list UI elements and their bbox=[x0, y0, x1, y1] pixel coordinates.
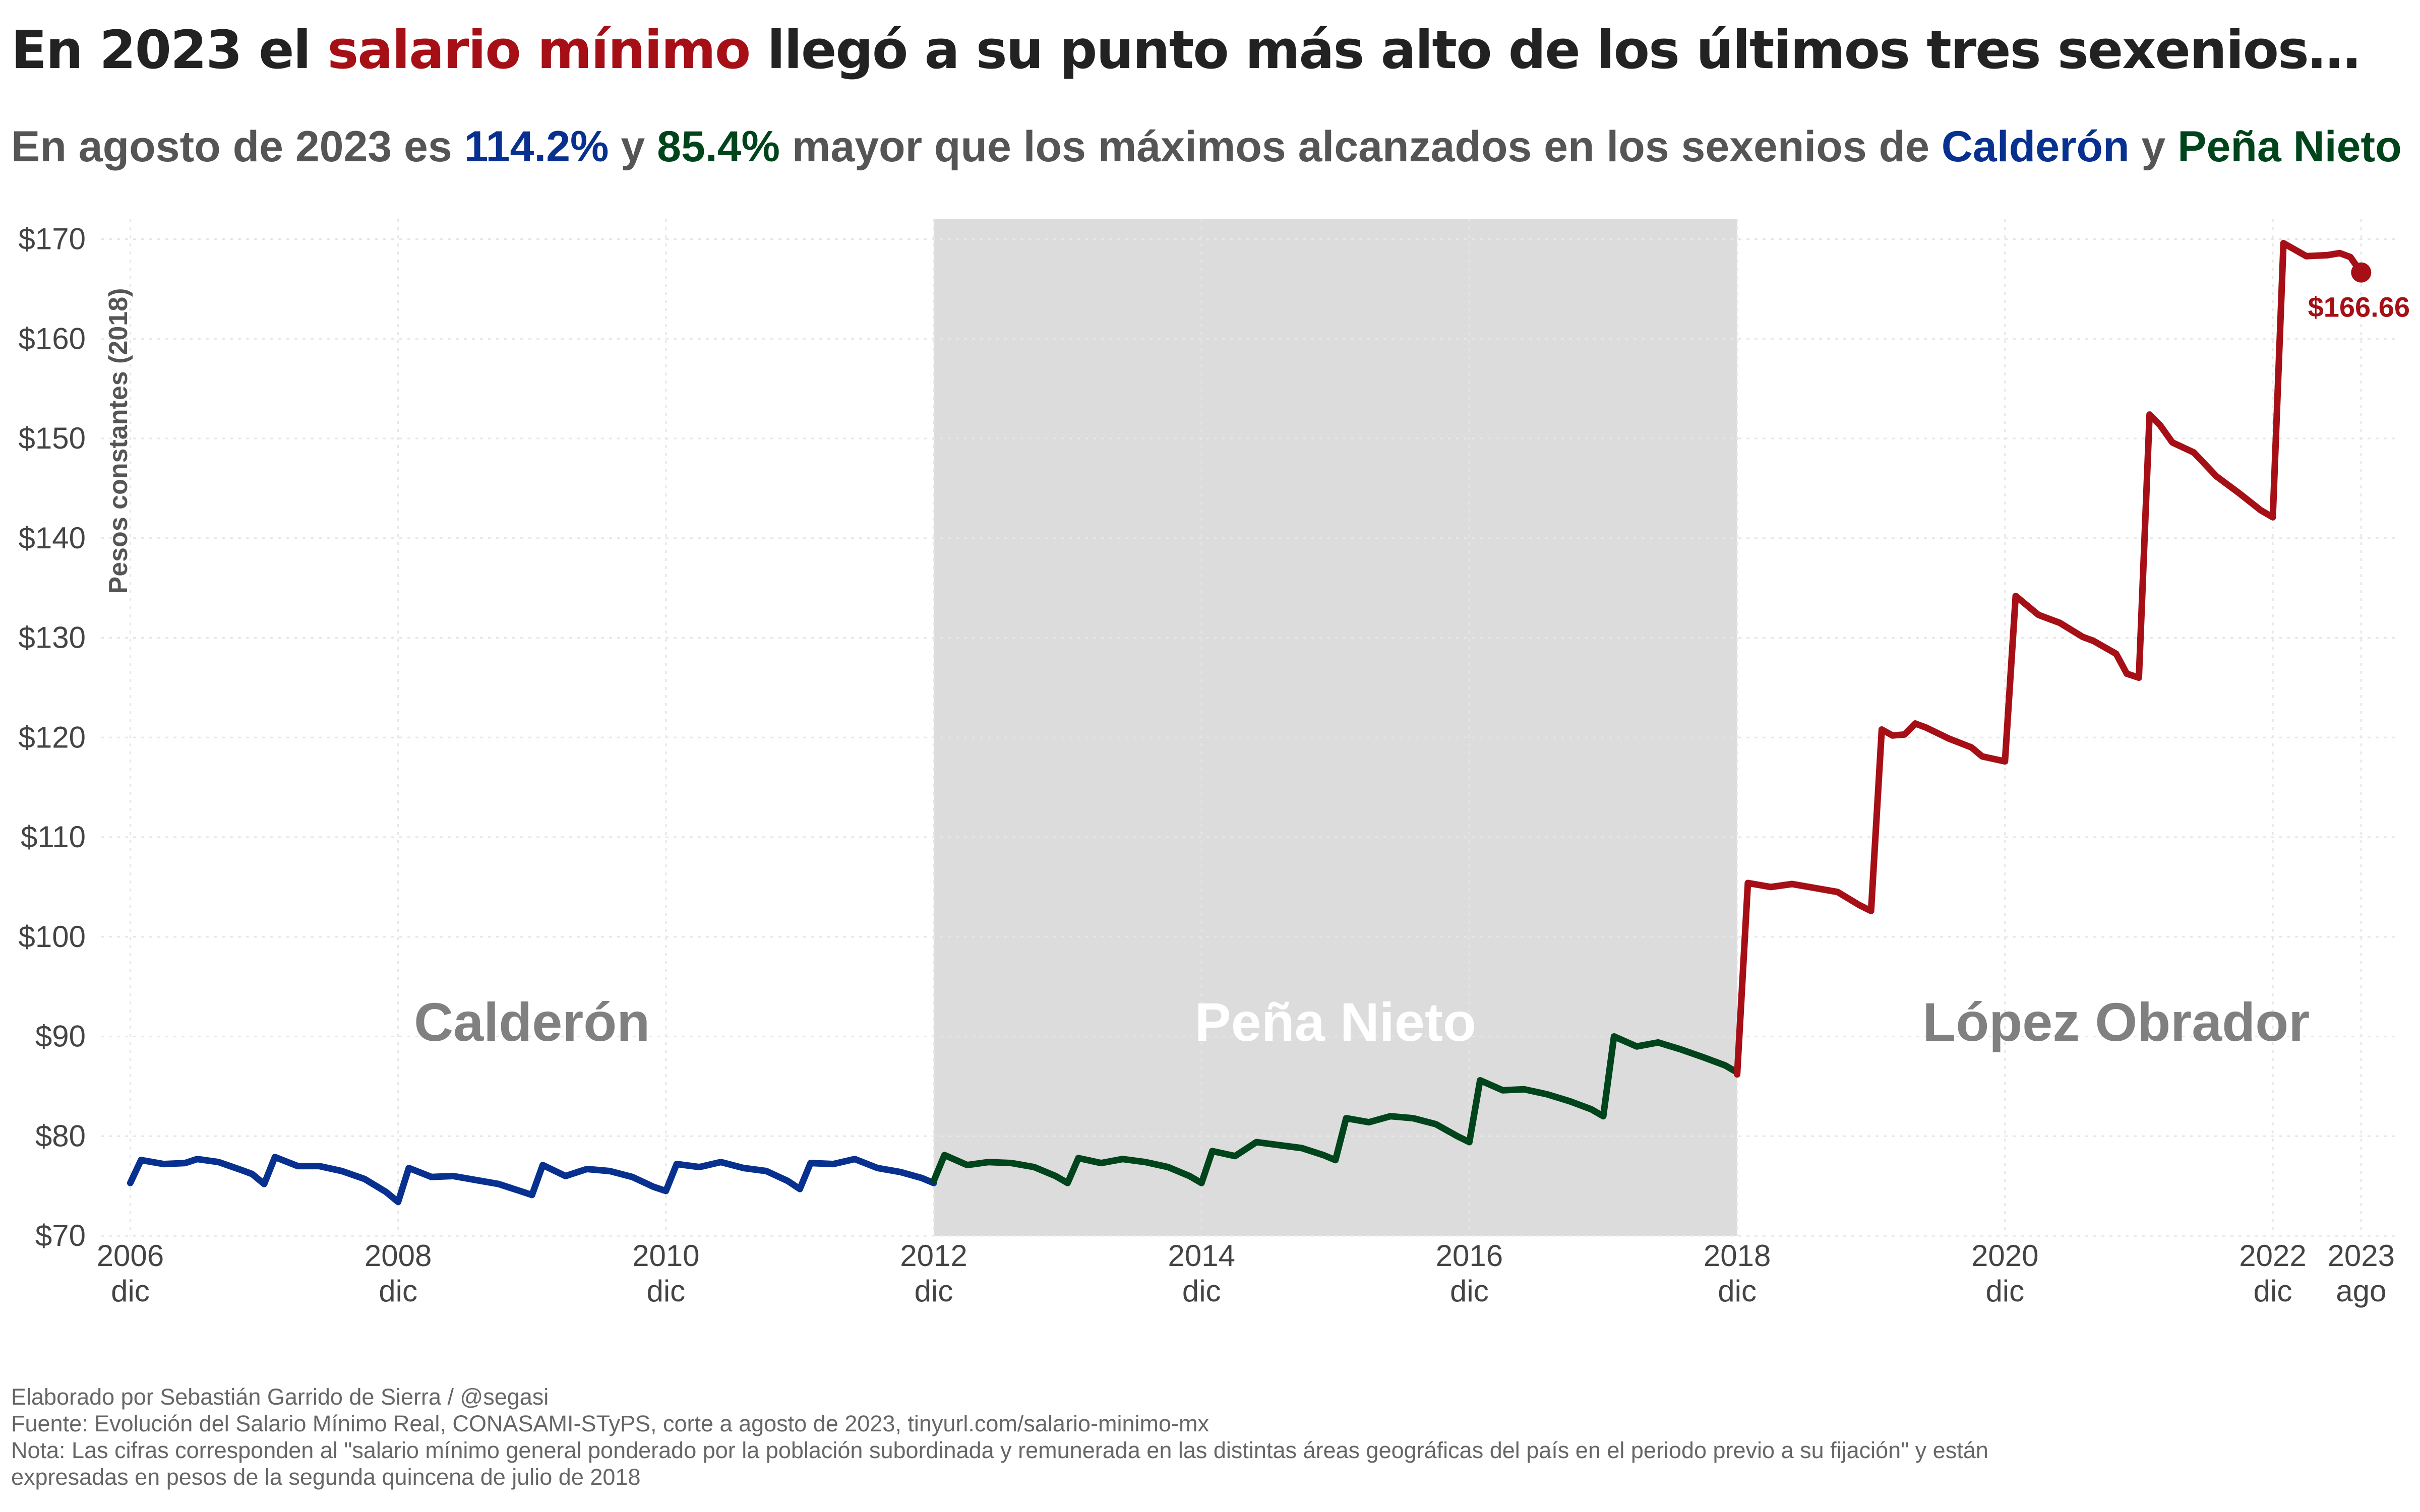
y-tick-label: $130 bbox=[19, 621, 86, 655]
x-tick-label-year: 2023 bbox=[2328, 1239, 2395, 1273]
series-line bbox=[1734, 240, 2365, 1078]
x-tick-label-year: 2012 bbox=[900, 1239, 967, 1273]
x-tick-label-year: 2016 bbox=[1436, 1239, 1503, 1273]
x-tick-label-year: 2022 bbox=[2239, 1239, 2306, 1273]
x-tick-label-year: 2006 bbox=[97, 1239, 164, 1273]
x-tick-label-month: dic bbox=[379, 1274, 417, 1308]
x-tick-label-month: dic bbox=[915, 1274, 953, 1308]
y-tick-label: $160 bbox=[19, 322, 86, 355]
y-axis-label: Pesos constantes (2018) bbox=[104, 288, 133, 594]
y-tick-label: $170 bbox=[19, 222, 86, 256]
subtitle-name-calderon: Calderón bbox=[1941, 122, 2130, 171]
title-prefix: En 2023 el bbox=[11, 19, 328, 81]
y-tick-label: $120 bbox=[19, 720, 86, 754]
shaded-period bbox=[934, 219, 1737, 1236]
x-tick-label-month: dic bbox=[646, 1274, 685, 1308]
footer-note-continued: expresadas en pesos de la segunda quince… bbox=[11, 1464, 641, 1490]
y-tick-label: $90 bbox=[35, 1020, 86, 1053]
y-tick-label: $70 bbox=[35, 1219, 86, 1252]
x-tick-label-month: dic bbox=[1718, 1274, 1757, 1308]
x-tick-label-year: 2014 bbox=[1168, 1239, 1235, 1273]
x-tick-label-month: dic bbox=[1985, 1274, 2024, 1308]
y-tick-label: $80 bbox=[35, 1119, 86, 1153]
x-tick-label-month: dic bbox=[1182, 1274, 1221, 1308]
line-chart: Calderón Peña Nieto López Obrador $70 $80 $9… bbox=[19, 219, 2410, 1308]
x-tick-label-month: dic bbox=[111, 1274, 150, 1308]
series-line bbox=[930, 1033, 1741, 1186]
subtitle-part-2: y bbox=[609, 122, 657, 171]
x-tick-label-month: ago bbox=[2336, 1274, 2386, 1308]
x-tick-label-year: 2020 bbox=[1971, 1239, 2038, 1273]
shaded-period-layer bbox=[934, 219, 1737, 1236]
subtitle-pct-pena: 85.4% bbox=[657, 122, 780, 171]
x-tick-label-month: dic bbox=[1450, 1274, 1489, 1308]
x-tick-label-year: 2018 bbox=[1704, 1239, 1771, 1273]
series-layer bbox=[127, 240, 2365, 1206]
subtitle-name-pena: Peña Nieto bbox=[2177, 122, 2402, 171]
period-labels-layer: Calderón Peña Nieto López Obrador bbox=[414, 991, 2310, 1052]
axis-ticks-layer: $70 $80 $90 $100 $110 $120 $130 $140 $150 $160 $17… bbox=[19, 222, 2395, 1308]
endpoint-layer: $166.66 bbox=[2308, 262, 2410, 323]
x-tick-label-year: 2010 bbox=[632, 1239, 699, 1273]
subtitle-part-1: En agosto de 2023 es bbox=[11, 122, 464, 171]
subtitle-part-4: y bbox=[2129, 122, 2178, 171]
footer: Elaborado por Sebastián Garrido de Sierr… bbox=[11, 1383, 1988, 1490]
subtitle-pct-calderon: 114.2% bbox=[464, 122, 609, 171]
series-line bbox=[127, 1154, 937, 1206]
end-point-marker bbox=[2351, 262, 2372, 283]
y-tick-label: $110 bbox=[21, 820, 86, 854]
footer-source: Fuente: Evolución del Salario Mínimo Rea… bbox=[11, 1411, 1209, 1436]
footer-note: Nota: Las cifras corresponden al "salari… bbox=[11, 1437, 1988, 1463]
period-label: López Obrador bbox=[1922, 991, 2310, 1052]
y-tick-label: $150 bbox=[19, 421, 86, 455]
chart-title: En 2023 el salario mínimo llegó a su pun… bbox=[11, 19, 2361, 81]
title-highlight: salario mínimo bbox=[327, 19, 751, 81]
period-label: Peña Nieto bbox=[1195, 991, 1476, 1052]
x-tick-label-month: dic bbox=[2254, 1274, 2292, 1308]
subtitle-part-3: mayor que los máximos alcanzados en los … bbox=[780, 122, 1942, 171]
footer-credit: Elaborado por Sebastián Garrido de Sierr… bbox=[11, 1384, 549, 1410]
chart-subtitle: En agosto de 2023 es 114.2% y 85.4% mayo… bbox=[11, 122, 2402, 172]
end-point-label: $166.66 bbox=[2308, 291, 2410, 323]
y-tick-label: $100 bbox=[19, 920, 86, 954]
title-suffix: llegó a su punto más alto de los últimos… bbox=[750, 19, 2361, 81]
y-tick-label: $140 bbox=[19, 521, 86, 555]
x-tick-label-year: 2008 bbox=[365, 1239, 432, 1273]
period-label: Calderón bbox=[414, 991, 650, 1052]
